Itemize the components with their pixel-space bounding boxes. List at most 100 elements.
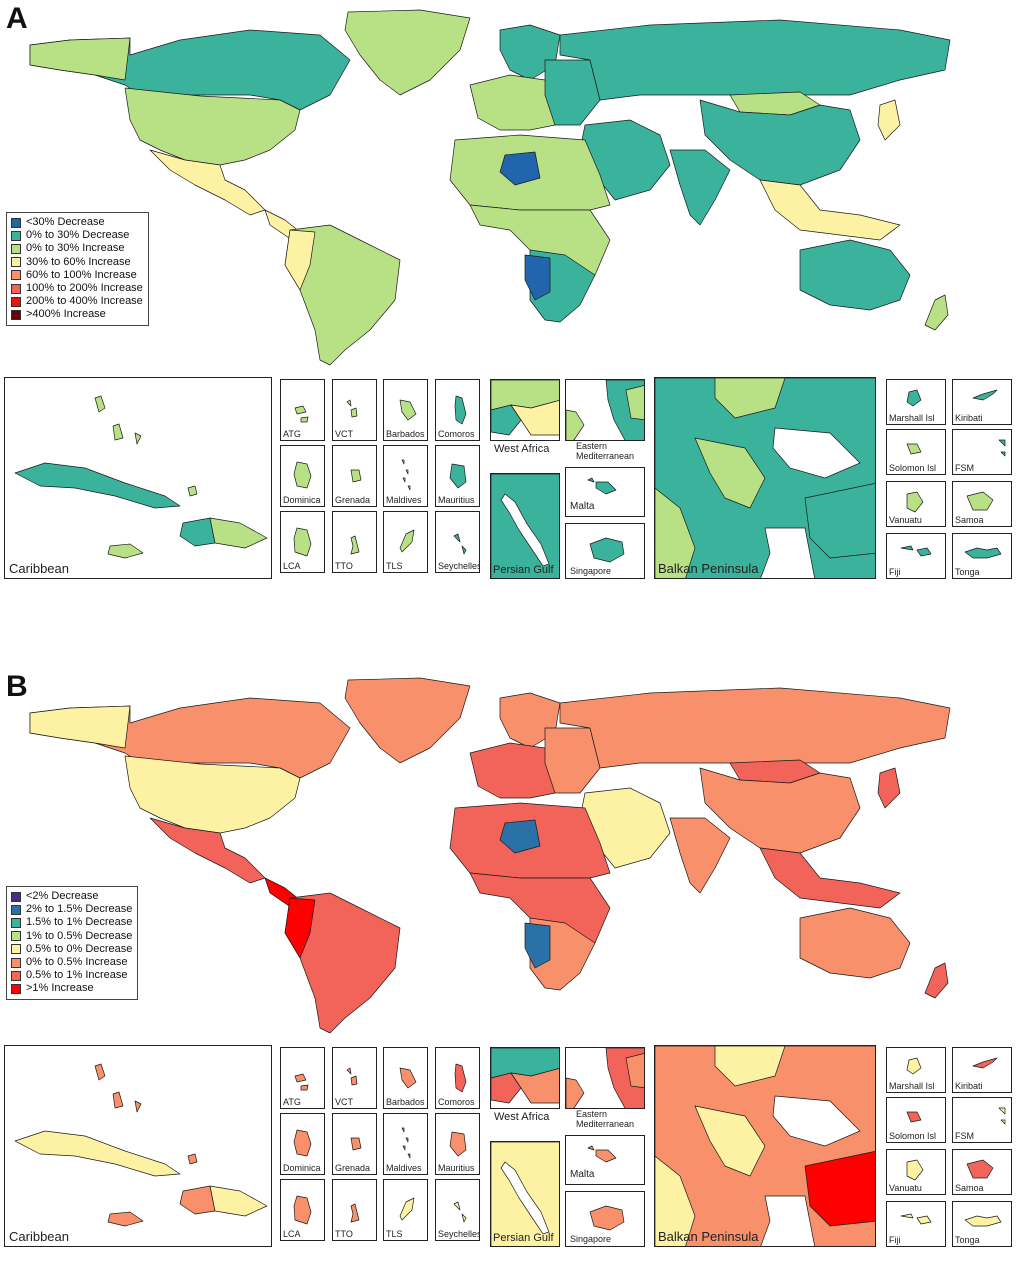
legend-label: <30% Decrease	[26, 216, 105, 228]
inset-label-island: Barbados	[386, 429, 425, 439]
legend-swatch	[11, 230, 21, 241]
singapore-island	[589, 1205, 625, 1231]
inset-label-island: VCT	[335, 429, 353, 439]
inset-pacific-island: Kiribati	[952, 1047, 1012, 1093]
legend-label: <2% Decrease	[26, 890, 99, 902]
balkan-italy	[655, 487, 696, 578]
inset-label-pacific: Fiji	[889, 567, 901, 577]
inset-label-pacific: Tonga	[955, 1235, 980, 1245]
region-usa	[124, 755, 301, 834]
legend-entry: >400% Increase	[11, 308, 143, 321]
inset-label-singapore: Singapore	[570, 566, 612, 576]
legend-entry: <2% Decrease	[11, 890, 132, 903]
legend-swatch	[11, 310, 21, 321]
inset-island: Seychelles	[435, 511, 480, 573]
inset-island: Mauritius	[435, 445, 480, 507]
inset-label-island: ATG	[283, 429, 301, 439]
inset-label-island: Dominica	[283, 495, 321, 505]
region-alaska	[29, 705, 131, 749]
pacific-island-shape	[972, 1057, 998, 1069]
legend-entry: 0% to 30% Decrease	[11, 229, 143, 242]
legend-label: >400% Increase	[26, 308, 106, 321]
island-shape	[350, 1203, 360, 1223]
inset-label-eastern-mediterranean: Eastern Mediterranean	[576, 441, 635, 461]
inset-label-malta: Malta	[570, 1169, 595, 1180]
island-shape	[293, 1195, 312, 1225]
inset-island: TLS	[383, 1179, 428, 1241]
inset-label-malta: Malta	[570, 501, 595, 512]
pacific-island-shape	[972, 389, 998, 401]
legend-entry: 30% to 60% Increase	[11, 256, 143, 269]
inset-pacific-island: Solomon Isl	[886, 429, 946, 475]
inset-island: LCA	[280, 1179, 325, 1241]
pacific-island-shape	[906, 1159, 924, 1181]
island-shape	[401, 459, 411, 491]
balkan-turkey	[804, 483, 875, 559]
legend-entry: 0% to 0.5% Increase	[11, 956, 132, 969]
inset-label-pacific: Kiribati	[955, 413, 983, 423]
region-india	[669, 149, 731, 226]
legend-swatch	[11, 217, 21, 228]
island-shape	[449, 463, 467, 489]
region-southeast-asia	[759, 179, 901, 241]
inset-pacific-island: Marshall Isl	[886, 1047, 946, 1093]
aegean-sea	[760, 1195, 815, 1246]
inset-label-island: TLS	[386, 1229, 403, 1239]
region-usa	[124, 87, 301, 166]
island-shape	[293, 1129, 312, 1157]
inset-label-island: ATG	[283, 1097, 301, 1107]
pacific-island-shape	[998, 1107, 1006, 1125]
legend-swatch	[11, 918, 21, 928]
inset-island: VCT	[332, 379, 377, 441]
cuba	[14, 462, 181, 509]
legend-label: 0.5% to 1% Increase	[26, 969, 128, 982]
island-shape	[346, 1067, 358, 1086]
region-niger	[499, 819, 541, 854]
region-new-zealand	[924, 294, 949, 331]
inset-island: Maldives	[383, 445, 428, 507]
legend-label: 60% to 100% Increase	[26, 268, 137, 281]
island-shape	[350, 1137, 362, 1151]
inset-label-island: Comoros	[438, 429, 475, 439]
inset-label-pacific: Fiji	[889, 1235, 901, 1245]
legend-entry: 1% to 0.5% Decrease	[11, 930, 132, 943]
island-shape	[453, 1201, 467, 1223]
pacific-island-shape	[966, 491, 994, 511]
inset-island: Seychelles	[435, 1179, 480, 1241]
small-antilles	[187, 1153, 198, 1165]
inset-label-pacific: FSM	[955, 463, 974, 473]
inset-island: Comoros	[435, 1047, 480, 1109]
inset-island: Maldives	[383, 1113, 428, 1175]
inset-caribbean: Caribbean	[4, 377, 272, 579]
small-antilles	[187, 485, 198, 497]
balkan-north	[714, 1046, 786, 1087]
legend-label: 1.5% to 1% Decrease	[26, 916, 133, 929]
inset-label-pacific: Samoa	[955, 1183, 984, 1193]
region-australia	[799, 907, 911, 979]
inset-island: Dominica	[280, 445, 325, 507]
region-china	[699, 99, 861, 186]
panel-b: B <2% Decrease 2% to 1.5% Decrease 1.5% to…	[0, 668, 1020, 1263]
legend-label: 1% to 0.5% Decrease	[26, 929, 133, 942]
inset-pacific-island: Tonga	[952, 533, 1012, 579]
island-shape	[454, 395, 467, 425]
inset-island: Barbados	[383, 1047, 428, 1109]
inset-label-island: Grenada	[335, 1163, 371, 1173]
inset-label-pacific: Vanuatu	[889, 1183, 922, 1193]
region-australia	[799, 239, 911, 311]
inset-label-island: Mauritius	[438, 1163, 475, 1173]
inset-label-island: LCA	[283, 1229, 301, 1239]
em-region-2	[566, 409, 585, 440]
inset-malta: Malta	[565, 467, 645, 517]
inset-singapore: Singapore	[565, 1191, 645, 1247]
jamaica	[107, 1211, 144, 1227]
aegean-sea	[760, 527, 815, 578]
island-shape	[399, 1067, 417, 1089]
inset-island: VCT	[332, 1047, 377, 1109]
inset-label-caribbean: Caribbean	[9, 1229, 69, 1244]
legend-swatch	[11, 283, 21, 294]
region-japan	[877, 767, 901, 809]
inset-malta: Malta	[565, 1135, 645, 1185]
inset-eastern-mediterranean	[565, 379, 645, 441]
balkan-internal	[694, 1105, 766, 1177]
